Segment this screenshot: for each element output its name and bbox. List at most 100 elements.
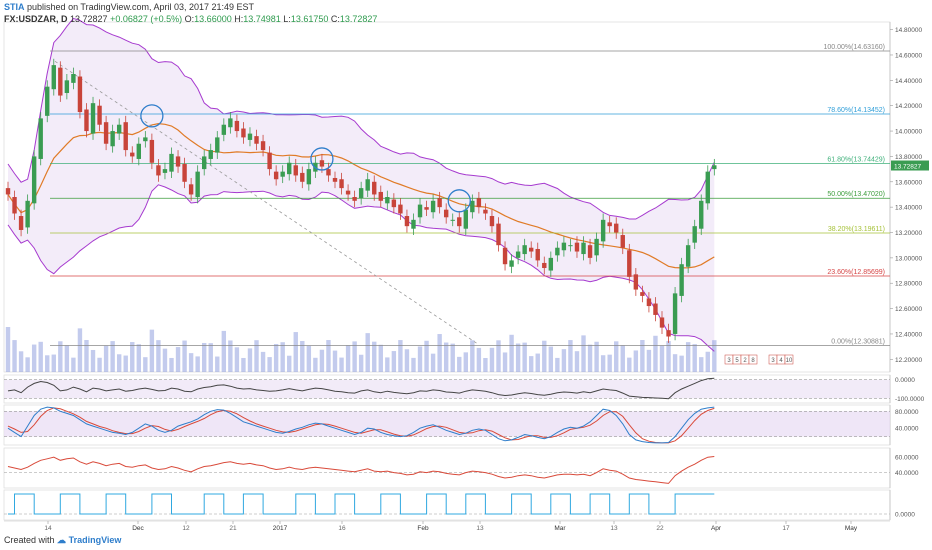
highlight-circle	[310, 147, 334, 171]
oscillator-band	[4, 379, 890, 399]
volume-bar	[391, 351, 397, 372]
candle	[123, 122, 128, 151]
candle	[470, 200, 475, 213]
candle	[483, 209, 488, 214]
candle	[581, 242, 586, 255]
time-tick-label: 21	[229, 525, 237, 532]
volume-bar	[326, 340, 331, 372]
indicator-scale-label: 0.0000	[895, 512, 915, 519]
volume-bar	[156, 340, 161, 372]
indicator-scale-label: 60.0000	[895, 455, 919, 462]
volume-bar	[607, 354, 612, 372]
symbol-label[interactable]: FX:USDZAR, D	[4, 14, 68, 24]
volume-bar	[202, 342, 207, 372]
price-tick-label: 12.80000	[895, 281, 922, 288]
candle	[182, 164, 187, 182]
last-price: 13.72827	[70, 14, 108, 24]
volume-bar	[352, 341, 357, 372]
volume-bar	[640, 340, 645, 372]
candle	[260, 141, 266, 151]
price-tick-label: 13.00000	[895, 255, 922, 262]
candle	[156, 165, 161, 176]
candle	[25, 200, 30, 228]
volume-bar	[646, 349, 652, 372]
volume-bar	[215, 356, 220, 372]
volume-bar	[712, 340, 717, 372]
time-tick-label: 14	[44, 525, 52, 532]
candle	[600, 219, 606, 242]
candle	[594, 238, 599, 256]
candle	[529, 247, 534, 252]
candle	[476, 198, 482, 208]
candle	[620, 235, 625, 248]
candle	[326, 169, 331, 176]
candle	[614, 223, 619, 233]
price-tick-label: 14.40000	[895, 78, 922, 85]
volume-bar	[470, 340, 475, 372]
event-flag	[784, 354, 794, 365]
volume-bar	[254, 340, 259, 372]
candle	[568, 245, 573, 247]
candle	[385, 197, 390, 204]
volume-bar	[188, 353, 194, 372]
candle	[443, 209, 449, 218]
candle	[587, 245, 593, 258]
open-label: O:	[184, 14, 195, 24]
candle	[542, 262, 547, 269]
candle	[627, 250, 632, 277]
volume-bar	[620, 345, 625, 372]
candle	[430, 200, 436, 213]
candle	[450, 219, 455, 221]
volume-bar	[110, 341, 115, 372]
volume-bar	[149, 329, 155, 372]
candle	[391, 199, 397, 208]
price-tick-label: 14.60000	[895, 52, 922, 59]
volume-bar	[489, 347, 495, 372]
volume-bar	[300, 340, 305, 372]
price-tick-label: 12.20000	[895, 357, 922, 364]
candle	[58, 67, 63, 96]
candle	[234, 120, 240, 132]
candle	[215, 137, 220, 153]
volume-bar	[450, 343, 455, 372]
event-flag	[748, 354, 758, 365]
stochastic-band	[4, 411, 890, 437]
tradingview-brand[interactable]: TradingView	[68, 535, 122, 545]
candle	[633, 274, 639, 290]
candle	[561, 242, 567, 251]
close-value: 13.72827	[339, 14, 378, 24]
oscillator-line	[7, 377, 715, 400]
candle	[646, 298, 652, 307]
candle	[5, 188, 11, 195]
candle	[352, 197, 357, 201]
candle	[404, 216, 410, 227]
candle	[699, 200, 704, 229]
volume-bar	[398, 340, 403, 372]
volume-bar	[581, 335, 586, 372]
volume-bar	[509, 334, 514, 372]
candle	[90, 103, 96, 134]
candle	[548, 257, 554, 271]
low-label: L:	[283, 14, 291, 24]
bollinger-upper-line	[7, 17, 715, 220]
volume-bar	[332, 350, 338, 372]
fib-level-label: 100.00%(14.63160)	[824, 44, 886, 51]
candle	[666, 330, 671, 337]
volume-bar	[38, 341, 43, 372]
published-text: published on TradingView.com, April 03, …	[27, 2, 255, 12]
candle	[188, 184, 194, 195]
bollinger-lower-line	[7, 184, 715, 352]
close-label: C:	[330, 14, 340, 24]
volume-bar	[280, 342, 285, 372]
author-name[interactable]: STIA	[4, 2, 25, 12]
volume-bar	[358, 354, 364, 372]
candle	[463, 209, 468, 229]
high-value: 13.74981	[243, 14, 281, 24]
volume-bar	[502, 352, 508, 372]
candle	[653, 303, 658, 315]
volume-bar	[260, 351, 266, 372]
candle	[574, 242, 580, 252]
candle	[130, 152, 135, 157]
event-flag-label: 3	[771, 358, 775, 364]
